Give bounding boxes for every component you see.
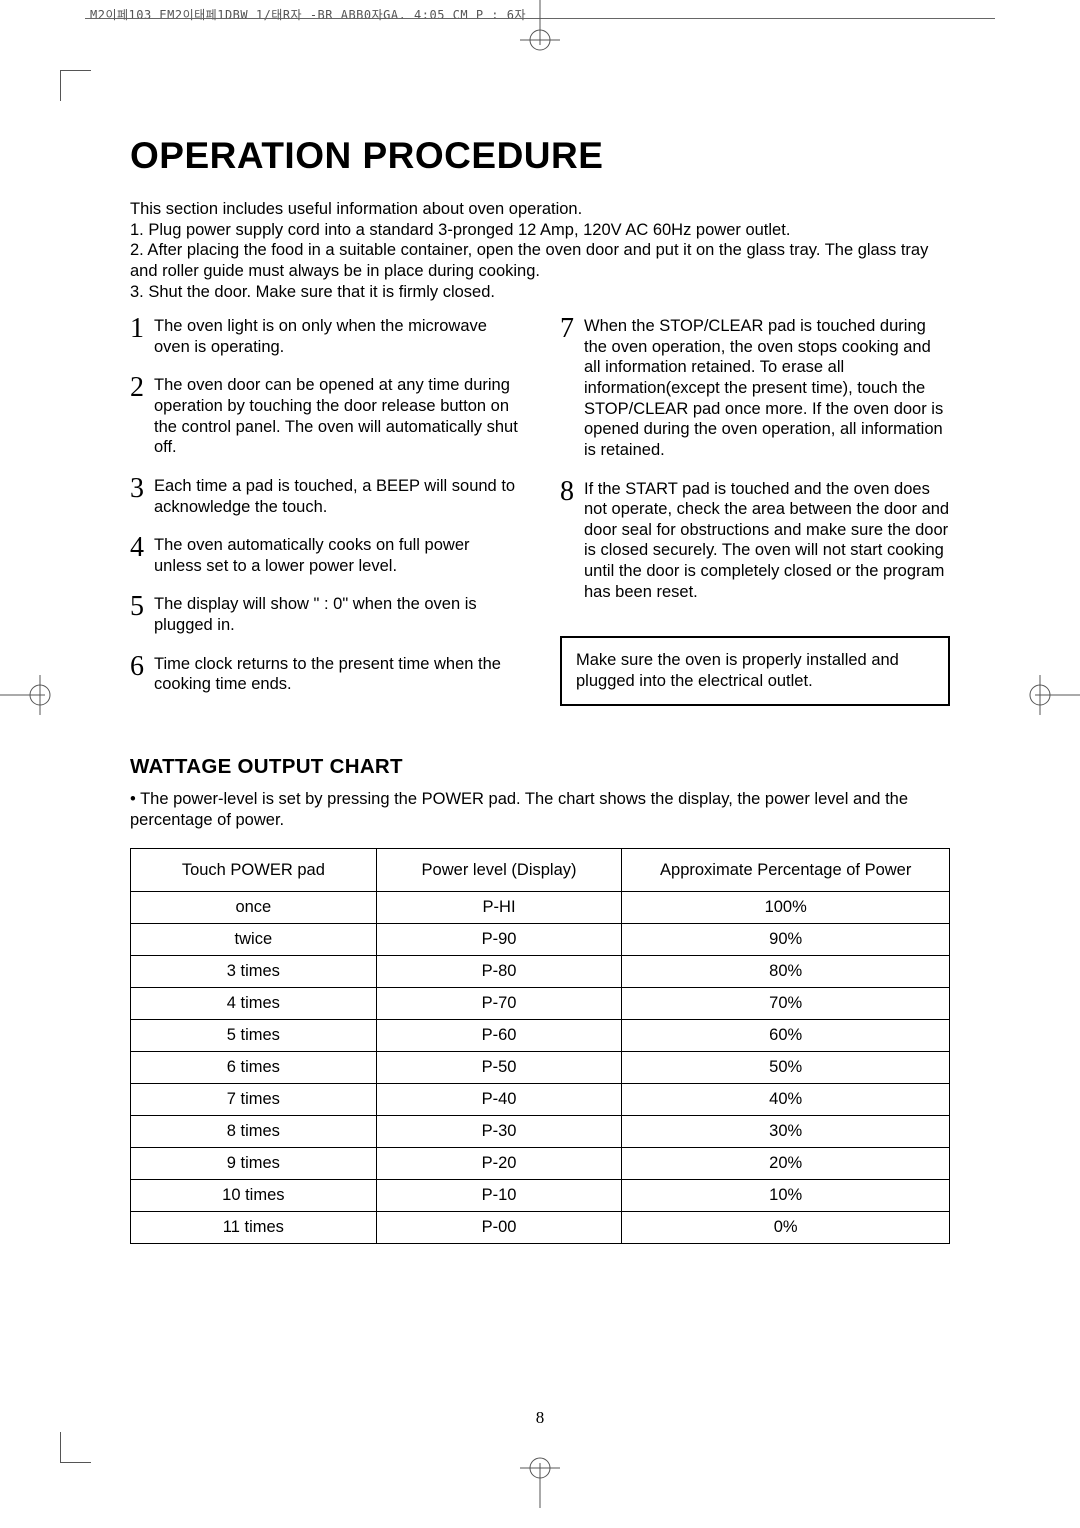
table-cell: 0% bbox=[622, 1212, 950, 1244]
table-cell: 90% bbox=[622, 924, 950, 956]
table-cell: twice bbox=[131, 924, 377, 956]
table-cell: 3 times bbox=[131, 956, 377, 988]
wattage-table: Touch POWER padPower level (Display)Appr… bbox=[130, 848, 950, 1244]
table-cell: P-70 bbox=[376, 988, 622, 1020]
intro-step-text: 2. After placing the food in a suitable … bbox=[130, 241, 928, 280]
table-cell: 60% bbox=[622, 1020, 950, 1052]
crop-mark-right bbox=[1020, 670, 1080, 720]
table-row: 7 timesP-4040% bbox=[131, 1084, 950, 1116]
table-cell: 80% bbox=[622, 956, 950, 988]
page-title: OPERATION PROCEDURE bbox=[130, 135, 950, 177]
table-cell: P-90 bbox=[376, 924, 622, 956]
table-cell: P-20 bbox=[376, 1148, 622, 1180]
table-cell: P-60 bbox=[376, 1020, 622, 1052]
item-text: The oven automatically cooks on full pow… bbox=[154, 535, 520, 576]
numbered-item: 1The oven light is on only when the micr… bbox=[130, 316, 520, 357]
table-cell: P-00 bbox=[376, 1212, 622, 1244]
item-text: The oven light is on only when the micro… bbox=[154, 316, 520, 357]
table-row: 5 timesP-6060% bbox=[131, 1020, 950, 1052]
page-content: OPERATION PROCEDURE This section include… bbox=[130, 135, 950, 1244]
item-number: 1 bbox=[130, 316, 154, 357]
numbered-item: 4The oven automatically cooks on full po… bbox=[130, 535, 520, 576]
table-header: Approximate Percentage of Power bbox=[622, 849, 950, 892]
numbered-columns: 1The oven light is on only when the micr… bbox=[130, 316, 950, 713]
corner-mark-top-left bbox=[60, 70, 91, 101]
table-row: onceP-HI100% bbox=[131, 892, 950, 924]
table-row: 4 timesP-7070% bbox=[131, 988, 950, 1020]
page-number: 8 bbox=[0, 1408, 1080, 1428]
table-cell: 11 times bbox=[131, 1212, 377, 1244]
item-number: 6 bbox=[130, 654, 154, 695]
table-cell: 10% bbox=[622, 1180, 950, 1212]
item-text: The display will show " : 0" when the ov… bbox=[154, 594, 520, 635]
note-box: Make sure the oven is properly installed… bbox=[560, 636, 950, 705]
table-cell: 8 times bbox=[131, 1116, 377, 1148]
table-cell: P-HI bbox=[376, 892, 622, 924]
item-text: Time clock returns to the present time w… bbox=[154, 654, 520, 695]
table-cell: 4 times bbox=[131, 988, 377, 1020]
table-cell: 50% bbox=[622, 1052, 950, 1084]
item-number: 7 bbox=[560, 316, 584, 460]
table-cell: P-30 bbox=[376, 1116, 622, 1148]
table-cell: 70% bbox=[622, 988, 950, 1020]
intro-step: 1. Plug power supply cord into a standar… bbox=[130, 220, 950, 241]
numbered-item: 5The display will show " : 0" when the o… bbox=[130, 594, 520, 635]
table-cell: 20% bbox=[622, 1148, 950, 1180]
table-header: Power level (Display) bbox=[376, 849, 622, 892]
numbered-item: 8If the START pad is touched and the ove… bbox=[560, 479, 950, 603]
table-row: 11 timesP-000% bbox=[131, 1212, 950, 1244]
item-number: 2 bbox=[130, 375, 154, 458]
numbered-item: 2The oven door can be opened at any time… bbox=[130, 375, 520, 458]
table-cell: 100% bbox=[622, 892, 950, 924]
intro-block: This section includes useful information… bbox=[130, 199, 950, 302]
corner-mark-bottom-left bbox=[60, 1432, 91, 1463]
numbered-item: 3Each time a pad is touched, a BEEP will… bbox=[130, 476, 520, 517]
numbered-item: 7When the STOP/CLEAR pad is touched duri… bbox=[560, 316, 950, 460]
item-number: 5 bbox=[130, 594, 154, 635]
table-cell: 30% bbox=[622, 1116, 950, 1148]
right-column: 7When the STOP/CLEAR pad is touched duri… bbox=[560, 316, 950, 713]
table-header: Touch POWER pad bbox=[131, 849, 377, 892]
crop-mark-bottom bbox=[515, 1448, 565, 1508]
table-cell: 6 times bbox=[131, 1052, 377, 1084]
crop-mark-top bbox=[515, 0, 565, 60]
item-text: Each time a pad is touched, a BEEP will … bbox=[154, 476, 520, 517]
intro-step: 3. Shut the door. Make sure that it is f… bbox=[130, 282, 950, 303]
table-cell: 7 times bbox=[131, 1084, 377, 1116]
item-text: When the STOP/CLEAR pad is touched durin… bbox=[584, 316, 950, 460]
item-number: 3 bbox=[130, 476, 154, 517]
left-column: 1The oven light is on only when the micr… bbox=[130, 316, 520, 713]
table-cell: P-50 bbox=[376, 1052, 622, 1084]
table-cell: P-80 bbox=[376, 956, 622, 988]
wattage-intro: • The power-level is set by pressing the… bbox=[130, 789, 950, 830]
numbered-item: 6Time clock returns to the present time … bbox=[130, 654, 520, 695]
item-text: The oven door can be opened at any time … bbox=[154, 375, 520, 458]
item-number: 4 bbox=[130, 535, 154, 576]
intro-step: 2. After placing the food in a suitable … bbox=[130, 240, 950, 281]
table-cell: once bbox=[131, 892, 377, 924]
table-row: twiceP-9090% bbox=[131, 924, 950, 956]
table-row: 10 timesP-1010% bbox=[131, 1180, 950, 1212]
item-number: 8 bbox=[560, 479, 584, 603]
intro-lead: This section includes useful information… bbox=[130, 199, 950, 220]
table-cell: P-10 bbox=[376, 1180, 622, 1212]
crop-mark-left bbox=[0, 670, 60, 720]
table-row: 3 timesP-8080% bbox=[131, 956, 950, 988]
table-cell: 5 times bbox=[131, 1020, 377, 1052]
table-row: 9 timesP-2020% bbox=[131, 1148, 950, 1180]
table-cell: P-40 bbox=[376, 1084, 622, 1116]
table-cell: 9 times bbox=[131, 1148, 377, 1180]
print-header-strip: M2이페103 EM2이태페1DBW 1/태R자 -BR ABB0자GA. 4:… bbox=[90, 6, 526, 23]
table-row: 8 timesP-3030% bbox=[131, 1116, 950, 1148]
table-cell: 40% bbox=[622, 1084, 950, 1116]
item-text: If the START pad is touched and the oven… bbox=[584, 479, 950, 603]
table-row: 6 timesP-5050% bbox=[131, 1052, 950, 1084]
table-cell: 10 times bbox=[131, 1180, 377, 1212]
wattage-subheading: WATTAGE OUTPUT CHART bbox=[130, 755, 950, 779]
